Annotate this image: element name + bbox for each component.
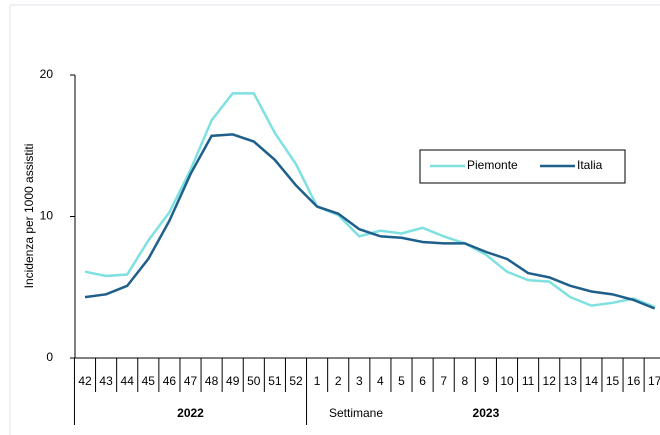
x-tick-label: 16 [627,374,641,388]
x-tick-label: 7 [440,374,447,388]
legend-label: Piemonte [467,158,518,172]
legend-label: Italia [577,158,603,172]
x-tick-label: 46 [163,374,177,388]
x-tick-label: 8 [461,374,468,388]
x-tick-label: 9 [483,374,490,388]
x-tick-label: 11 [522,374,535,388]
x-tick-label: 45 [142,374,156,388]
y-tick-label: 10 [40,209,54,223]
x-tick-label: 17 [648,374,660,388]
x-tick-label: 3 [356,374,363,388]
x-tick-label: 51 [268,374,282,388]
x-tick-label: 50 [247,374,261,388]
x-tick-label: 44 [121,374,135,388]
x-tick-label: 12 [543,374,557,388]
year-label: 2022 [177,406,204,420]
x-tick-label: 5 [398,374,405,388]
y-tick-label: 0 [46,350,53,364]
x-tick-label: 14 [585,374,599,388]
x-tick-label: 48 [205,374,219,388]
x-tick-label: 1 [314,374,321,388]
x-tick-label: 42 [78,374,92,388]
x-tick-label: 49 [226,374,240,388]
x-tick-label: 52 [289,374,303,388]
series-line [84,92,656,309]
x-tick-label: 13 [564,374,578,388]
y-axis-label: Incidenza per 1000 assistiti [22,144,36,289]
x-tick-label: 47 [184,374,198,388]
x-tick-label: 6 [419,374,426,388]
x-tick-label: 15 [606,374,620,388]
x-tick-label: 10 [500,374,514,388]
y-tick-label: 20 [40,67,54,81]
x-tick-label: 2 [335,374,342,388]
x-tick-label: 43 [99,374,113,388]
x-tick-label: 4 [377,374,384,388]
x-axis-label: Settimane [329,406,383,420]
year-label: 2023 [473,406,500,420]
series-line [84,133,656,310]
